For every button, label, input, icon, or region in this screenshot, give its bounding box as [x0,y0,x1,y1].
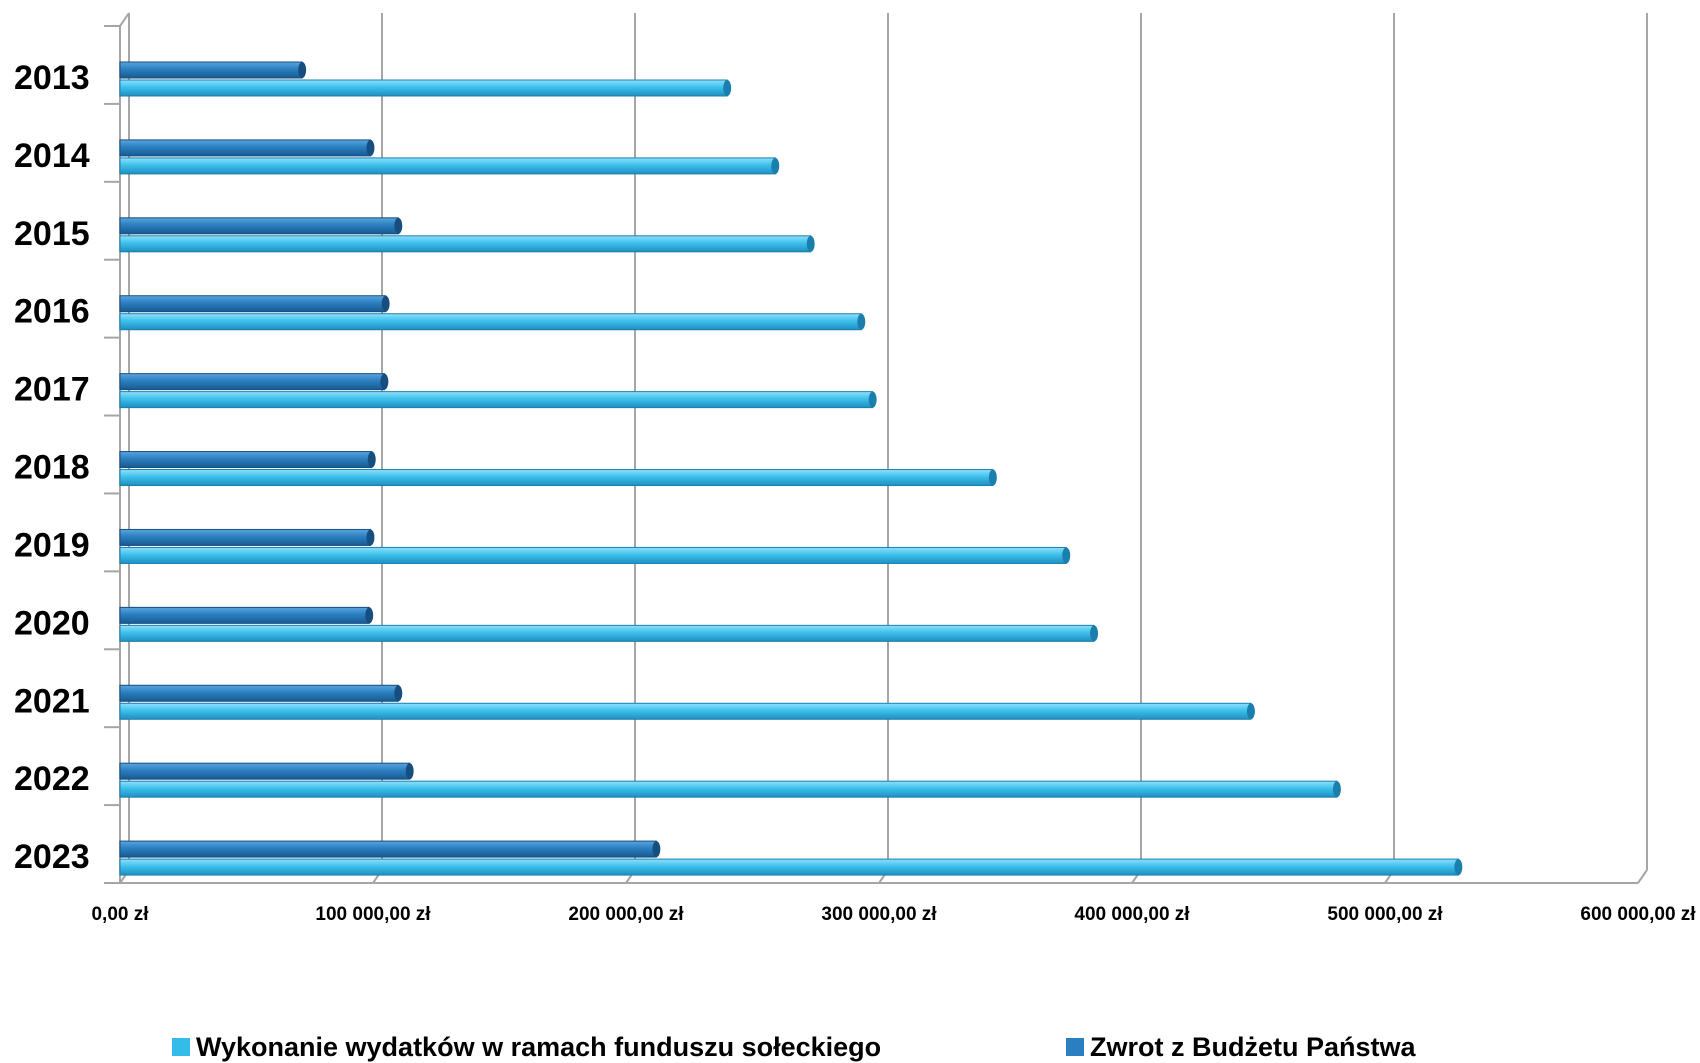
category-label: 2021 [14,682,90,720]
labels: 0,00 zł 100 000,00 zł 200 000,00 zł 300 000… [14,59,1696,925]
category-label: 2013 [14,59,90,97]
category-label: 2022 [14,760,90,798]
category-label: 2015 [14,215,90,253]
bar-spending-cap [1332,781,1341,798]
bar-refund-cap [652,841,661,858]
bar-spending [119,780,1341,798]
bar-spending-body [119,235,812,253]
bar-refund-cap [381,295,390,312]
bar-refund-body [119,451,373,469]
bar-spending-body [119,79,728,97]
bar-spending-cap [771,157,780,174]
legend-item-spending: Wykonanie wydatków w ramach funduszu soł… [172,1032,881,1062]
bar-spending-body [119,702,1252,720]
bar-spending [119,546,1071,564]
bar-refund [119,139,375,157]
bar-spending [119,624,1099,642]
x-tick-label: 300 000,00 zł [821,904,937,925]
category-label: 2016 [14,293,90,331]
category-label: 2018 [14,449,90,487]
bar-spending-body [119,546,1067,564]
bar-spending-cap [806,235,815,252]
category-label: 2017 [14,371,90,409]
bar-refund [119,217,403,235]
bar-refund-cap [366,529,375,546]
bar-refund-cap [366,139,375,156]
category-label: 2020 [14,604,90,642]
bar-spending-cap [1062,547,1071,564]
bar-refund-cap [394,217,403,234]
bar-refund-body [119,606,370,624]
bar-refund-body [119,762,411,780]
bar-refund [119,528,375,546]
bar-refund-cap [394,685,403,702]
legend-label-refund: Zwrot z Budżetu Państwa [1090,1031,1416,1062]
bar-refund-cap [380,373,389,390]
category-label: 2019 [14,526,90,564]
bar-refund-body [119,61,303,79]
x-tick-label: 100 000,00 zł [315,904,431,925]
y-axis-top-edge [119,12,130,27]
category-label: 2023 [14,838,90,876]
bar-spending-cap [988,469,997,486]
bar-spending-body [119,469,994,487]
bar-refund-cap [298,62,307,78]
bar-refund-cap [367,451,376,468]
bar-spending-cap [857,313,866,330]
bar-spending [119,469,997,487]
bar-refund [119,451,376,469]
bar-refund-body [119,295,387,313]
bar-spending-cap [1090,625,1099,642]
bar-refund-cap [365,607,374,624]
category-label: 2014 [14,137,90,175]
bar-spending-cap [868,391,877,408]
bar-spending-cap [723,80,732,96]
bar-spending-cap [1454,859,1463,876]
bar-spending [119,702,1255,720]
bar-refund [119,61,307,79]
x-tick-label: 200 000,00 zł [568,904,684,925]
bar-spending [119,79,732,97]
x-tick-label: 0,00 zł [91,904,149,925]
bar-spending [119,858,1463,876]
legend-item-refund: Zwrot z Budżetu Państwa [1066,1032,1416,1062]
bar-refund [119,684,403,702]
bar-refund-body [119,373,385,391]
bar-spending-body [119,858,1459,876]
bar-refund [119,840,661,858]
bar-refund [119,762,414,780]
x-tick-label: 500 000,00 zł [1327,904,1443,925]
bar-refund-body [119,217,399,235]
bar-spending [119,391,877,409]
bar-spending-body [119,313,862,331]
bar-refund-body [119,840,657,858]
x-tick-label: 600 000,00 zł [1580,904,1696,925]
x-tick-label: 400 000,00 zł [1074,904,1190,925]
legend-swatch-spending [172,1038,190,1056]
bar-spending [119,157,780,175]
legend-label-spending: Wykonanie wydatków w ramach funduszu soł… [196,1031,882,1062]
bar-spending [119,313,866,331]
bar-refund [119,295,390,313]
gridlines [119,13,1648,884]
bar-spending [119,235,815,253]
bar-spending-body [119,157,776,175]
bar-refund [119,373,389,391]
bar-refund-body [119,684,399,702]
bar-spending-cap [1246,703,1255,720]
bar-spending-body [119,624,1095,642]
bar-spending-body [119,391,874,409]
bar-refund-cap [405,763,414,780]
bar-refund [119,606,374,624]
bar-refund-body [119,139,371,157]
bar-spending-body [119,780,1338,798]
floor-line [1637,869,1648,884]
bar-refund-body [119,528,371,546]
bars [119,61,1463,876]
legend-swatch-refund [1066,1038,1084,1056]
